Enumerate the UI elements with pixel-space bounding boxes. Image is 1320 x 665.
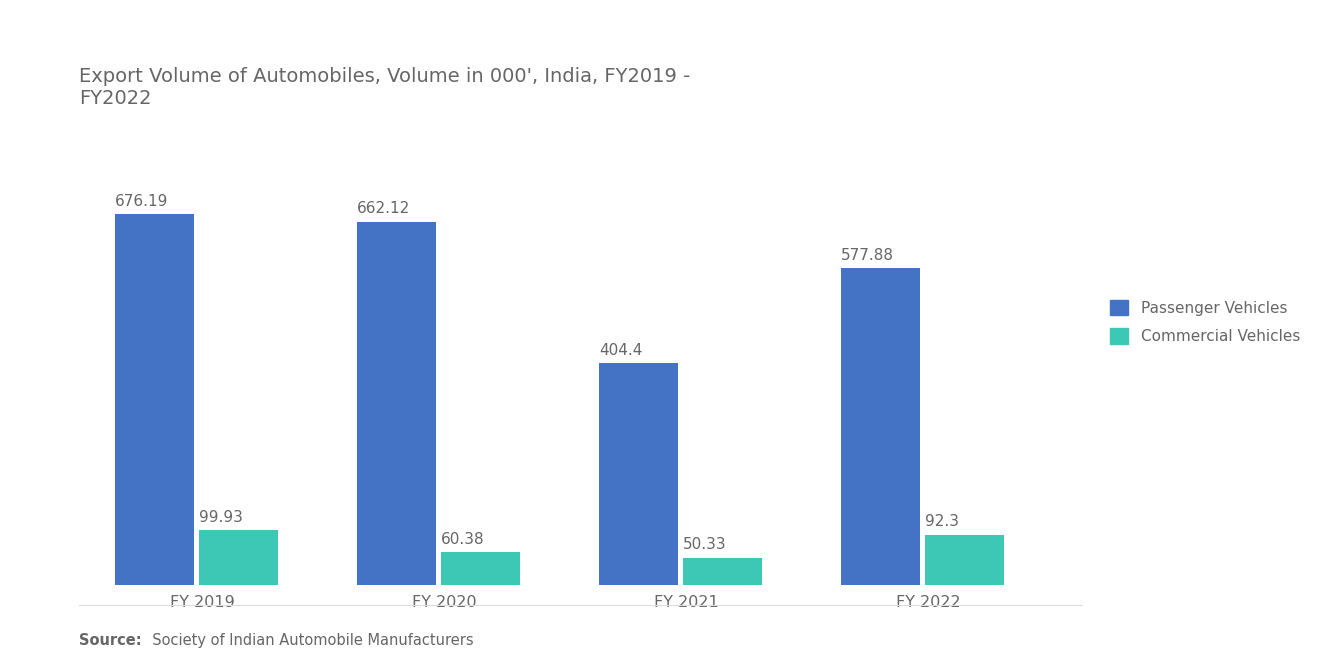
Text: 577.88: 577.88 — [841, 247, 894, 263]
Bar — [441, 552, 520, 585]
Text: Source:: Source: — [79, 633, 141, 648]
Bar — [199, 531, 279, 585]
Text: 676.19: 676.19 — [115, 194, 169, 209]
Text: 60.38: 60.38 — [441, 531, 484, 547]
Bar — [358, 222, 437, 585]
Text: Export Volume of Automobiles, Volume in 000', India, FY2019 -
FY2022: Export Volume of Automobiles, Volume in … — [79, 66, 690, 108]
Text: 92.3: 92.3 — [925, 514, 958, 529]
Text: 99.93: 99.93 — [199, 510, 243, 525]
Text: Society of Indian Automobile Manufacturers: Society of Indian Automobile Manufacture… — [143, 633, 473, 648]
Text: 662.12: 662.12 — [358, 201, 411, 217]
Text: 404.4: 404.4 — [599, 343, 643, 358]
Legend: Passenger Vehicles, Commercial Vehicles: Passenger Vehicles, Commercial Vehicles — [1110, 300, 1300, 344]
Bar — [841, 268, 920, 585]
Bar — [599, 363, 678, 585]
Text: 50.33: 50.33 — [682, 537, 726, 552]
Bar — [115, 214, 194, 585]
Bar — [682, 557, 762, 585]
Bar — [925, 535, 1005, 585]
